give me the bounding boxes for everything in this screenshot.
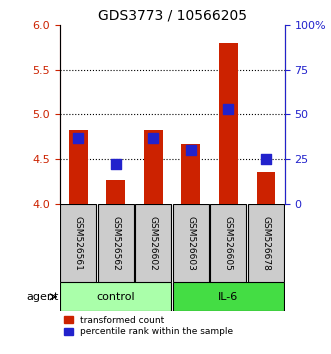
- Point: [226, 106, 231, 112]
- Text: GSM526678: GSM526678: [261, 216, 270, 270]
- Point: [263, 156, 268, 162]
- FancyBboxPatch shape: [211, 204, 246, 282]
- Text: control: control: [97, 292, 135, 302]
- Point: [188, 147, 194, 153]
- Point: [76, 135, 81, 140]
- Bar: [219, 43, 238, 204]
- Point: [113, 161, 118, 167]
- Text: GSM526603: GSM526603: [186, 216, 195, 270]
- Text: GSM526602: GSM526602: [149, 216, 158, 270]
- Bar: [107, 179, 125, 204]
- FancyBboxPatch shape: [173, 282, 284, 311]
- FancyBboxPatch shape: [248, 204, 284, 282]
- FancyBboxPatch shape: [98, 204, 134, 282]
- Bar: [257, 172, 275, 204]
- FancyBboxPatch shape: [60, 282, 171, 311]
- Bar: [181, 144, 200, 204]
- FancyBboxPatch shape: [60, 204, 96, 282]
- Bar: [69, 130, 88, 204]
- Text: GSM526562: GSM526562: [111, 216, 120, 270]
- Text: GSM526561: GSM526561: [74, 216, 83, 270]
- Point: [151, 135, 156, 140]
- FancyBboxPatch shape: [135, 204, 171, 282]
- Legend: transformed count, percentile rank within the sample: transformed count, percentile rank withi…: [64, 316, 233, 336]
- FancyBboxPatch shape: [173, 204, 209, 282]
- Text: IL-6: IL-6: [218, 292, 239, 302]
- Text: GSM526605: GSM526605: [224, 216, 233, 270]
- Bar: [144, 130, 163, 204]
- Text: agent: agent: [26, 292, 59, 302]
- Title: GDS3773 / 10566205: GDS3773 / 10566205: [98, 8, 247, 22]
